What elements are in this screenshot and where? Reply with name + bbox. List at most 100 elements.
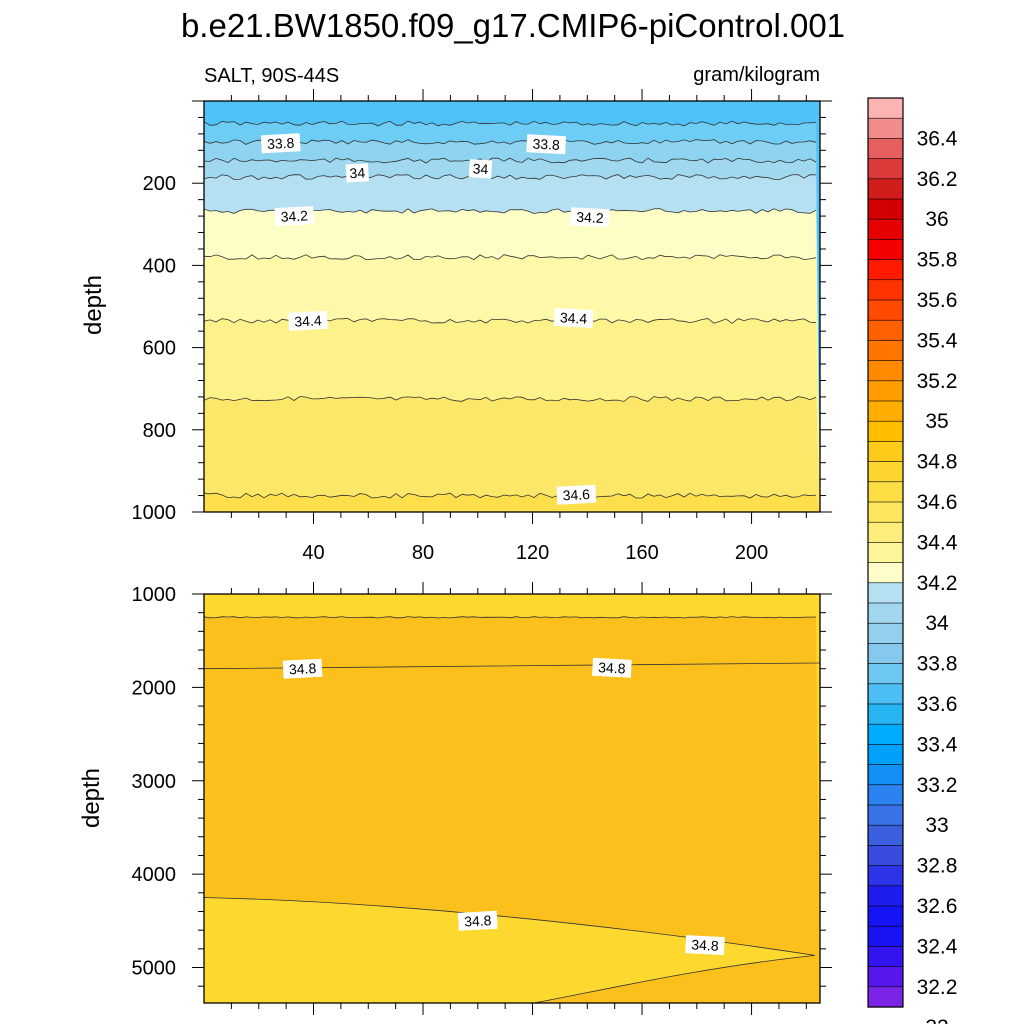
- svg-text:34: 34: [472, 160, 489, 177]
- colorbar: 36.4 36.2 36 35.8 35.6 35.4 35.2 35 34.8 34.6 34.4…: [867, 97, 958, 1024]
- svg-text:33.8: 33.8: [267, 135, 295, 152]
- upper-panel: 33.8 33.8 34 34 34.2 34.2 34.4 34.4 34.6 200 400 60…: [132, 89, 832, 564]
- colorbar-label: 35.4: [917, 329, 958, 352]
- colorbar-swatch: [867, 279, 904, 301]
- contour-label: 34.6: [556, 484, 597, 505]
- colorbar-swatch: [867, 239, 904, 261]
- colorbar-label: 33.6: [917, 693, 958, 716]
- colorbar-label: 35: [925, 410, 948, 433]
- contour-label: 33.8: [260, 133, 301, 154]
- figure-title: b.e21.BW1850.f09_g17.CMIP6-piControl.001: [181, 7, 845, 44]
- colorbar-swatch: [867, 744, 904, 766]
- colorbar-label: 32.2: [917, 976, 958, 999]
- colorbar-label: 32.8: [917, 855, 958, 878]
- colorbar-label: 32.6: [917, 895, 958, 918]
- colorbar-label: 35.6: [917, 289, 958, 312]
- colorbar-swatch: [867, 622, 904, 645]
- contour-label: 34.8: [592, 657, 632, 678]
- lower-deep-34-7-region: [204, 897, 816, 1003]
- upper-contour-line: [204, 492, 817, 499]
- colorbar-swatch: [867, 299, 904, 321]
- colorbar-swatch: [867, 360, 904, 382]
- x-tick-label: 200: [735, 542, 768, 564]
- contour-label: 33.8: [526, 134, 567, 155]
- colorbar-swatch: [867, 764, 904, 786]
- colorbar-label: 36: [925, 208, 948, 231]
- colorbar-label: 33.8: [917, 653, 958, 676]
- y-tick-label: 3000: [132, 771, 177, 793]
- colorbar-swatch: [867, 259, 904, 281]
- colorbar-label: 36.4: [917, 127, 958, 150]
- colorbar-swatch: [867, 441, 904, 463]
- colorbar-swatch: [867, 340, 904, 362]
- colorbar-swatch: [867, 986, 904, 1008]
- colorbar-swatch: [867, 905, 904, 927]
- y-tick-label: 800: [143, 420, 176, 442]
- lower-panel: 34.8 34.8 34.8 34.8 1000 2000 3000 4000 5000: [132, 582, 832, 1015]
- colorbar-swatch: [867, 804, 904, 826]
- colorbar-swatch: [867, 703, 904, 725]
- colorbar-label: 34.4: [917, 531, 958, 554]
- colorbar-label: 32: [925, 1016, 948, 1024]
- colorbar-swatch: [867, 400, 904, 422]
- variable-label: SALT, 90S-44S: [204, 65, 339, 87]
- colorbar-swatch: [867, 885, 904, 907]
- colorbar-swatch: [867, 138, 904, 160]
- upper-contour-line: [204, 396, 817, 402]
- colorbar-label: 34.2: [917, 572, 958, 595]
- colorbar-swatch: [867, 946, 904, 968]
- colorbar-swatch: [867, 481, 904, 503]
- y-tick-label: 4000: [132, 864, 177, 886]
- svg-text:34.8: 34.8: [691, 936, 719, 953]
- colorbar-label: 33.4: [917, 733, 958, 756]
- colorbar-swatch: [867, 420, 904, 443]
- colorbar-label: 35.8: [917, 249, 958, 272]
- y-tick-label: 5000: [132, 958, 177, 980]
- colorbar-swatch: [867, 966, 904, 988]
- colorbar-swatch: [867, 218, 904, 240]
- svg-text:34.2: 34.2: [576, 209, 604, 226]
- colorbar-swatch: [867, 582, 904, 604]
- contour-label: 34.4: [288, 310, 328, 331]
- y-tick-label: 1000: [132, 502, 177, 524]
- lower-contour-line: [204, 616, 817, 619]
- colorbar-swatch: [867, 380, 904, 402]
- upper-contour-line: [204, 254, 817, 261]
- svg-text:34.2: 34.2: [280, 207, 308, 224]
- x-tick-label: 120: [516, 542, 549, 564]
- x-tick-label: 160: [625, 542, 658, 564]
- contour-label: 34.8: [282, 658, 323, 679]
- colorbar-swatch: [867, 562, 904, 584]
- svg-text:34.4: 34.4: [294, 312, 322, 329]
- colorbar-swatch: [867, 784, 904, 806]
- colorbar-swatch: [867, 117, 904, 139]
- colorbar-swatch: [867, 845, 904, 867]
- upper-layer-34-5: [204, 396, 820, 512]
- colorbar-swatch: [867, 319, 904, 342]
- colorbar-swatch: [867, 158, 904, 180]
- svg-text:33.8: 33.8: [532, 135, 560, 152]
- colorbar-label: 33.2: [917, 774, 958, 797]
- upper-frame: [203, 100, 821, 513]
- lower-frame: [203, 593, 821, 1004]
- colorbar-label: 32.4: [917, 935, 958, 958]
- colorbar-swatch: [867, 461, 904, 483]
- y-tick-label: 400: [143, 255, 176, 277]
- y-tick-label: 2000: [132, 677, 177, 699]
- upper-contour-line: [204, 157, 817, 164]
- contour-label: 34: [468, 159, 493, 179]
- contour-label: 34.8: [685, 935, 725, 956]
- svg-text:34.6: 34.6: [562, 486, 590, 503]
- x-tick-label: 80: [412, 542, 434, 564]
- svg-text:34.8: 34.8: [598, 659, 626, 676]
- colorbar-swatch: [867, 97, 904, 119]
- y-tick-label: 1000: [132, 584, 177, 606]
- contour-label: 34.8: [457, 910, 498, 931]
- contour-label: 34.2: [274, 206, 315, 227]
- colorbar-swatch: [867, 824, 904, 847]
- colorbar-swatch: [867, 178, 904, 200]
- lower-ylabel: depth: [78, 768, 105, 828]
- svg-text:34: 34: [349, 164, 366, 181]
- colorbar-swatch: [867, 198, 904, 220]
